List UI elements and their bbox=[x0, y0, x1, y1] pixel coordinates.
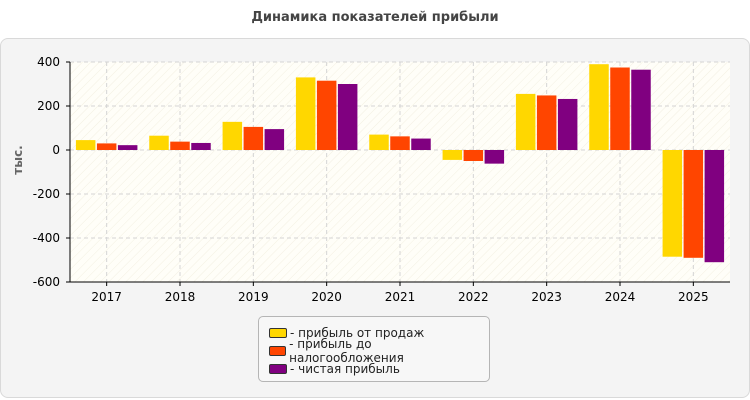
x-tick-label: 2024 bbox=[605, 290, 636, 304]
y-tick-label: -200 bbox=[33, 187, 60, 201]
bar bbox=[662, 150, 683, 257]
bar bbox=[316, 80, 337, 150]
bar bbox=[589, 64, 609, 150]
bar bbox=[557, 98, 578, 150]
axes: 400 200 0 -200 -400 -600 2017 2018 2019 2020 2021 2… bbox=[33, 55, 730, 304]
x-tick-label: 2021 bbox=[385, 290, 416, 304]
bar bbox=[96, 143, 117, 150]
bar bbox=[369, 134, 389, 150]
bar bbox=[536, 95, 557, 150]
bar bbox=[390, 136, 410, 150]
legend-label-net-profit: - чистая прибыль bbox=[290, 362, 400, 376]
legend-item-sales-profit: - прибыль от продаж bbox=[269, 324, 479, 342]
bar bbox=[295, 77, 316, 150]
bar bbox=[117, 145, 138, 150]
bar bbox=[191, 142, 211, 150]
legend-swatch-sales-profit bbox=[269, 328, 287, 338]
bar bbox=[704, 150, 725, 263]
bar bbox=[463, 150, 484, 161]
bar bbox=[149, 135, 169, 150]
bar bbox=[264, 129, 285, 150]
bar bbox=[75, 140, 96, 150]
x-tick-label: 2023 bbox=[531, 290, 562, 304]
legend-item-net-profit: - чистая прибыль bbox=[269, 360, 479, 378]
bar bbox=[683, 150, 704, 258]
bar bbox=[484, 150, 505, 164]
legend: - прибыль от продаж - прибыль до налогоо… bbox=[258, 316, 490, 382]
x-tick-label: 2019 bbox=[238, 290, 269, 304]
y-tick-label: -400 bbox=[33, 231, 60, 245]
y-tick-label: -600 bbox=[33, 275, 60, 289]
legend-label-sales-profit: - прибыль от продаж bbox=[290, 326, 425, 340]
y-tick-label: 200 bbox=[37, 99, 60, 113]
legend-label-pretax-profit: - прибыль до налогообложения bbox=[289, 337, 404, 365]
x-tick-label: 2017 bbox=[91, 290, 122, 304]
x-tick-label: 2018 bbox=[165, 290, 196, 304]
bar bbox=[631, 69, 651, 150]
bars bbox=[75, 64, 725, 263]
bar bbox=[337, 84, 358, 150]
y-tick-label: 400 bbox=[37, 55, 60, 69]
plot-area bbox=[70, 62, 730, 282]
legend-item-pretax-profit: - прибыль до налогообложения bbox=[269, 337, 479, 365]
y-tick-label: 0 bbox=[52, 143, 60, 157]
bar bbox=[442, 150, 463, 160]
legend-swatch-net-profit bbox=[269, 364, 287, 374]
bar bbox=[515, 93, 536, 150]
x-tick-label: 2022 bbox=[458, 290, 489, 304]
legend-swatch-pretax-profit bbox=[269, 346, 287, 356]
bar bbox=[222, 121, 243, 150]
x-tick-label: 2020 bbox=[311, 290, 342, 304]
bar bbox=[170, 141, 190, 150]
y-axis-label: тыс. bbox=[11, 145, 25, 174]
bar bbox=[411, 138, 431, 150]
x-tick-label: 2025 bbox=[678, 290, 709, 304]
bar bbox=[243, 126, 264, 150]
chart-title: Динамика показателей прибыли bbox=[251, 10, 499, 25]
bar bbox=[610, 67, 630, 150]
